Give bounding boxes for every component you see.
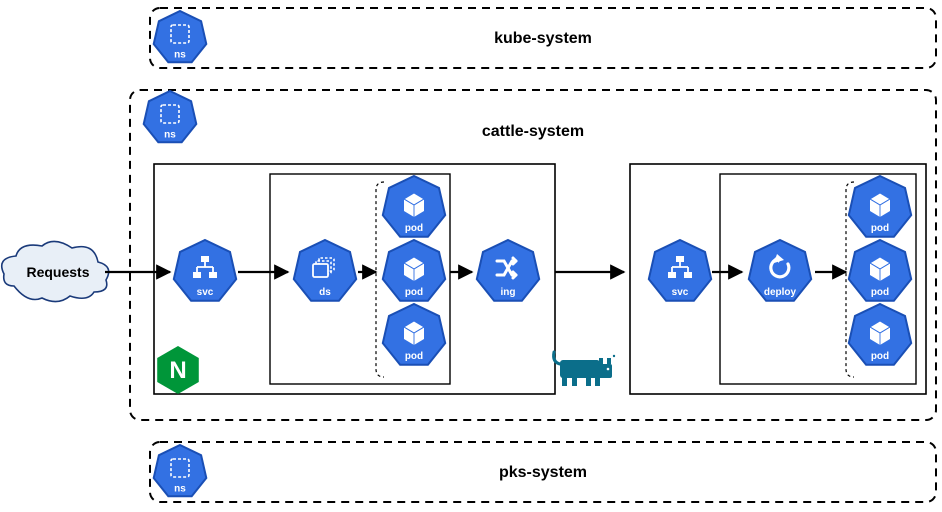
node-ing: ing	[477, 240, 539, 301]
node-pod_a1-label: pod	[405, 223, 423, 234]
node-ing-label: ing	[501, 287, 516, 298]
node-pod_b1: pod	[849, 176, 911, 237]
node-pod_b1-label: pod	[871, 223, 889, 234]
node-pod_b2-label: pod	[871, 287, 889, 298]
node-svc2: svc	[649, 240, 711, 301]
ns-icon-pks-system: ns	[154, 445, 207, 496]
namespace-title-kube-system: kube-system	[494, 30, 592, 47]
node-svc1: svc	[174, 240, 236, 301]
ns-icon-kube-system: ns	[154, 11, 207, 62]
node-pod_a3-label: pod	[405, 351, 423, 362]
namespace-title-cattle-system: cattle-system	[482, 123, 584, 140]
svg-text:N: N	[169, 357, 186, 384]
node-svc2-label: svc	[672, 287, 689, 298]
requests-label: Requests	[26, 264, 89, 280]
nginx-logo: N	[157, 346, 199, 394]
node-ds-label: ds	[319, 287, 331, 298]
node-svc1-label: svc	[197, 287, 214, 298]
node-pod_b3: pod	[849, 304, 911, 365]
node-pod_b3-label: pod	[871, 351, 889, 362]
ns-icon-cattle-system-label: ns	[164, 129, 176, 140]
ns-icon-pks-system-label: ns	[174, 483, 186, 494]
node-pod_a2-label: pod	[405, 287, 423, 298]
node-pod_a3: pod	[383, 304, 445, 365]
node-pod_a2: pod	[383, 240, 445, 301]
node-ds: ds	[294, 240, 356, 301]
node-pod_b2: pod	[849, 240, 911, 301]
node-deploy-label: deploy	[764, 287, 797, 298]
node-deploy: deploy	[749, 240, 811, 301]
node-pod_a1: pod	[383, 176, 445, 237]
ns-icon-cattle-system: ns	[144, 91, 197, 142]
ns-icon-kube-system-label: ns	[174, 49, 186, 60]
requests-cloud: Requests	[2, 241, 109, 301]
namespace-title-pks-system: pks-system	[499, 464, 587, 481]
rancher-logo	[554, 352, 616, 386]
